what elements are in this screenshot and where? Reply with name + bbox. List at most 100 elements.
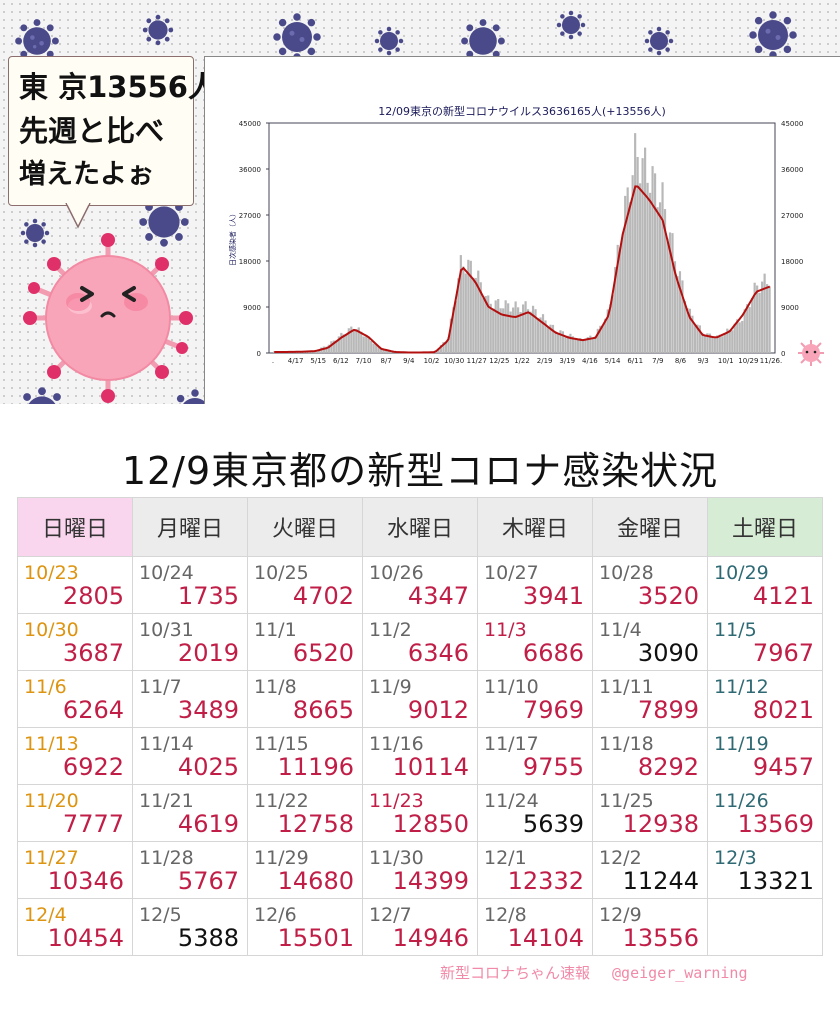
day-cell: 11/12 8021 <box>707 670 823 728</box>
day-cell: 11/8 8665 <box>247 670 363 728</box>
footer-handle: @geiger_warning <box>612 964 748 982</box>
daily-bar <box>564 335 567 353</box>
daily-bar <box>631 175 634 353</box>
x-tick-label: 2/19 <box>537 357 553 365</box>
daily-bar <box>716 335 719 353</box>
seven-day-average-line <box>274 185 771 354</box>
virus-icon <box>20 218 50 248</box>
day-cell: 11/11 7899 <box>592 670 708 728</box>
daily-bar <box>484 295 487 353</box>
cell-count: 3520 <box>637 582 699 610</box>
bubble-tail <box>65 203 91 229</box>
daily-bar <box>571 336 574 353</box>
daily-bar <box>375 344 378 353</box>
cell-date: 11/15 <box>254 733 309 755</box>
cell-date: 11/26 <box>714 790 769 812</box>
day-cell: 11/23 12850 <box>362 784 478 842</box>
daily-bar <box>681 280 684 353</box>
daily-bar <box>454 300 457 353</box>
day-cell: 12/3 13321 <box>707 841 823 899</box>
day-cell: 10/28 3520 <box>592 556 708 614</box>
daily-bar <box>337 336 340 353</box>
daily-bar <box>544 320 547 353</box>
day-cell: 11/26 13569 <box>707 784 823 842</box>
x-tick-label: 10/1 <box>718 357 734 365</box>
cell-count: 10346 <box>47 867 124 895</box>
daily-bar <box>574 339 577 353</box>
daily-bar <box>526 309 530 353</box>
daily-bar <box>584 340 587 353</box>
cell-count: 8021 <box>752 696 814 724</box>
daily-bar <box>551 324 555 353</box>
daily-bar <box>330 341 333 353</box>
cell-date: 12/9 <box>599 904 642 926</box>
virus-icon <box>273 13 321 61</box>
daily-bar <box>457 278 460 353</box>
daily-bar <box>743 309 746 353</box>
daily-bar <box>474 277 477 353</box>
x-tick-label: 11/27 <box>467 357 487 365</box>
x-tick-label: 10/29 <box>738 357 758 365</box>
header-thursday: 木曜日 <box>477 497 593 557</box>
cell-date: 10/23 <box>24 562 79 584</box>
day-cell: 11/4 3090 <box>592 613 708 671</box>
y-tick-label-right: 36000 <box>781 166 803 174</box>
x-tick-label: 4/16 <box>582 357 598 365</box>
cell-date: 10/30 <box>24 619 79 641</box>
daily-bar <box>731 330 734 353</box>
daily-bar <box>663 209 667 353</box>
day-cell: 12/5 5388 <box>132 898 248 956</box>
daily-bar <box>579 337 582 353</box>
daily-bar <box>761 281 764 353</box>
cell-date: 11/9 <box>369 676 412 698</box>
cell-count: 12758 <box>277 810 354 838</box>
x-tick-label: 1/22 <box>514 357 530 365</box>
cell-date: 10/29 <box>714 562 769 584</box>
daily-bar <box>658 202 662 353</box>
daily-bar <box>350 326 353 353</box>
daily-bar <box>641 158 644 353</box>
cell-date: 12/4 <box>24 904 67 926</box>
daily-bar <box>464 273 467 353</box>
daily-bar <box>355 329 358 353</box>
x-tick-label: 8/6 <box>675 357 687 365</box>
day-cell: 11/27 10346 <box>17 841 133 899</box>
header-saturday: 土曜日 <box>707 497 823 557</box>
day-cell: 11/14 4025 <box>132 727 248 785</box>
cell-date: 10/27 <box>484 562 539 584</box>
day-cell: 12/6 15501 <box>247 898 363 956</box>
daily-bar <box>591 337 594 353</box>
cell-count: 1735 <box>177 582 239 610</box>
cell-date: 11/23 <box>369 790 424 812</box>
daily-bar <box>439 344 443 353</box>
day-cell: 11/5 7967 <box>707 613 823 671</box>
x-tick-label: 7/9 <box>652 357 663 365</box>
cell-date: 10/24 <box>139 562 194 584</box>
daily-bar <box>569 333 572 353</box>
daily-bar <box>756 285 759 353</box>
daily-bar <box>596 328 599 353</box>
table-row: 12/4 10454 12/5 5388 12/6 15501 12/7 14946 12/8 1… <box>17 898 823 956</box>
daily-bar <box>387 350 390 353</box>
daily-bar <box>472 277 475 353</box>
daily-bar <box>332 340 335 353</box>
daily-bar <box>502 308 505 353</box>
daily-bar <box>347 328 350 353</box>
cell-date: 10/31 <box>139 619 194 641</box>
virus-icon <box>15 19 59 63</box>
daily-bar <box>746 304 749 353</box>
cell-count: 4121 <box>752 582 814 610</box>
cell-date: 11/17 <box>484 733 539 755</box>
daily-bar <box>365 336 368 353</box>
daily-bar <box>382 349 385 353</box>
daily-bar <box>360 331 363 353</box>
daily-bar <box>529 311 532 353</box>
daily-bar <box>509 311 512 353</box>
x-tick-label: 10/30 <box>444 357 464 365</box>
day-cell <box>707 898 823 956</box>
daily-bar <box>611 294 614 353</box>
cell-count: 8292 <box>637 753 699 781</box>
daily-bar <box>726 328 729 353</box>
daily-bar <box>691 315 694 353</box>
daily-bar <box>708 333 711 353</box>
